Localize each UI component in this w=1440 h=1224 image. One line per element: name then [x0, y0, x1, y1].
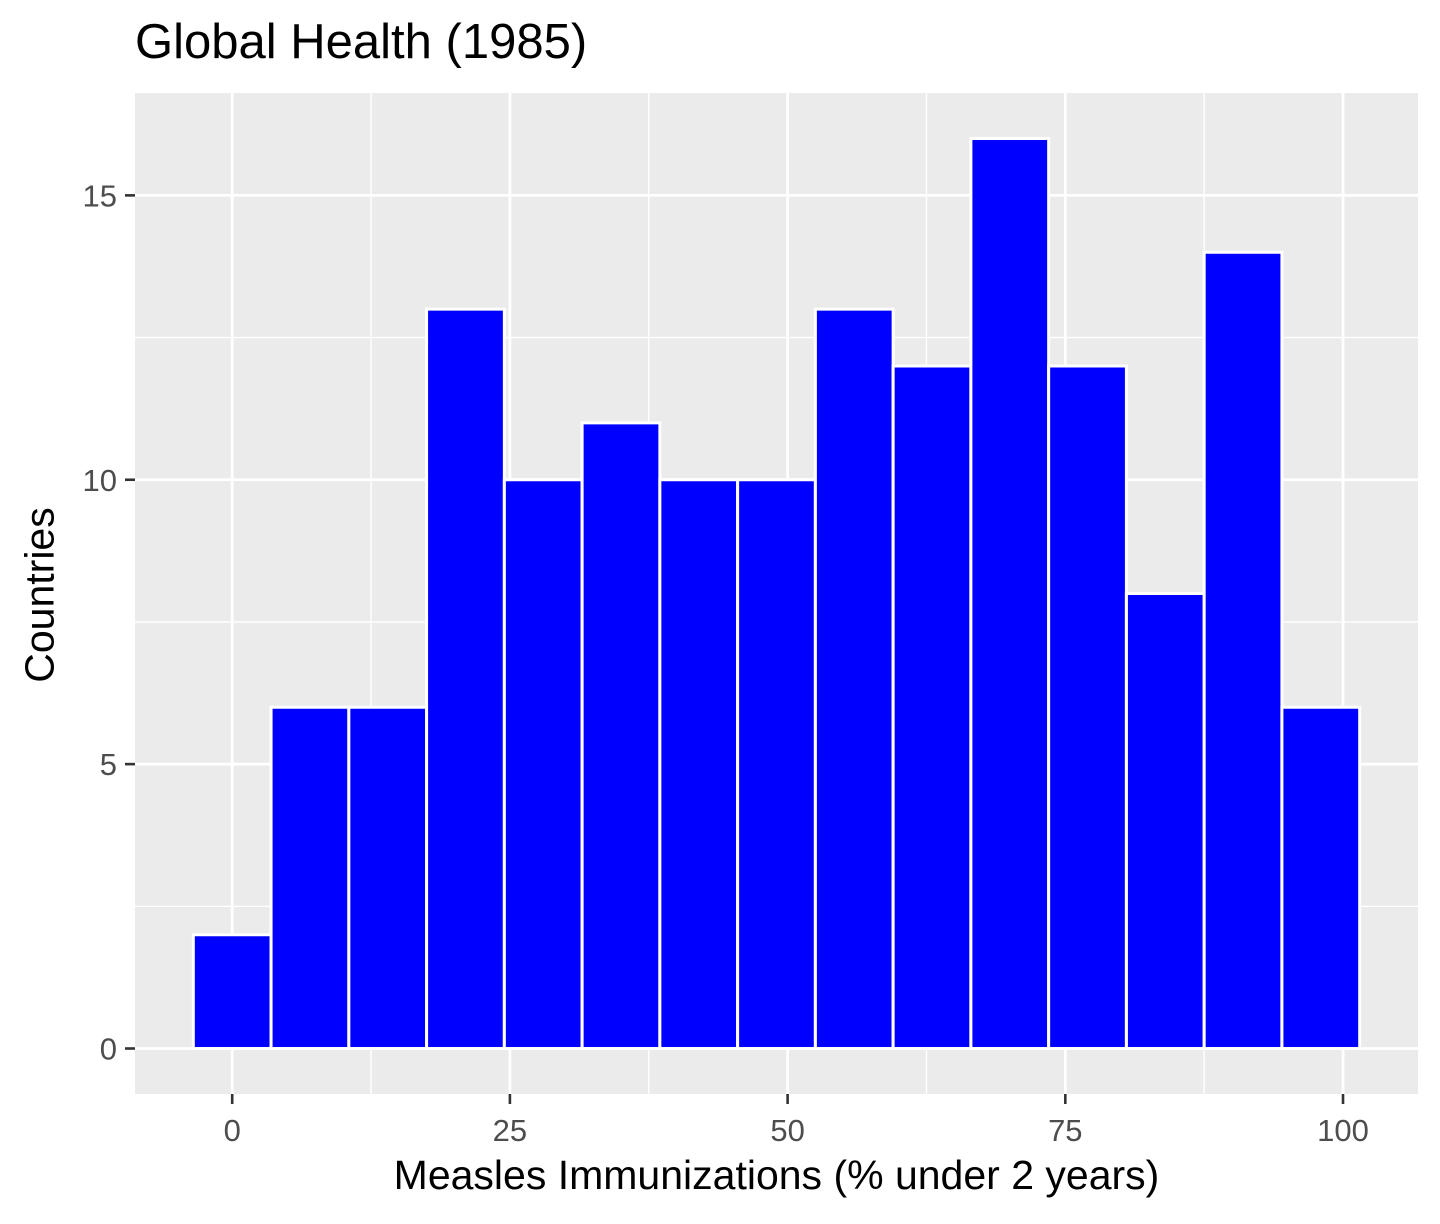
chart-title: Global Health (1985)	[135, 15, 588, 69]
y-tick-label: 15	[83, 178, 117, 213]
x-tick-label: 50	[770, 1113, 804, 1148]
x-tick-label: 75	[1048, 1113, 1082, 1148]
histogram-bar	[1202, 250, 1284, 1050]
histogram-bar	[502, 478, 584, 1050]
histogram-bar	[269, 705, 351, 1050]
y-tick-label: 0	[100, 1032, 117, 1067]
x-tick-label: 25	[493, 1113, 527, 1148]
x-tick-label: 0	[224, 1113, 241, 1148]
x-axis-label: Measles Immunizations (% under 2 years)	[393, 1152, 1160, 1198]
histogram-bar	[1047, 364, 1128, 1050]
y-tick-label: 10	[83, 463, 117, 498]
y-axis-label: Countries	[16, 507, 63, 683]
histogram-bar	[347, 705, 429, 1050]
histogram-bar	[580, 421, 662, 1050]
histogram-bar	[191, 933, 273, 1050]
histogram-bar	[1280, 705, 1362, 1050]
histogram-bar	[736, 478, 817, 1050]
histogram-bar	[891, 364, 973, 1050]
x-tick-label: 100	[1317, 1113, 1369, 1148]
histogram-bar	[658, 478, 740, 1050]
histogram-bar	[813, 307, 895, 1050]
y-tick-label: 5	[100, 747, 117, 782]
histogram-bar	[969, 137, 1051, 1050]
histogram-bar	[1124, 592, 1206, 1050]
histogram-bar	[425, 307, 506, 1050]
